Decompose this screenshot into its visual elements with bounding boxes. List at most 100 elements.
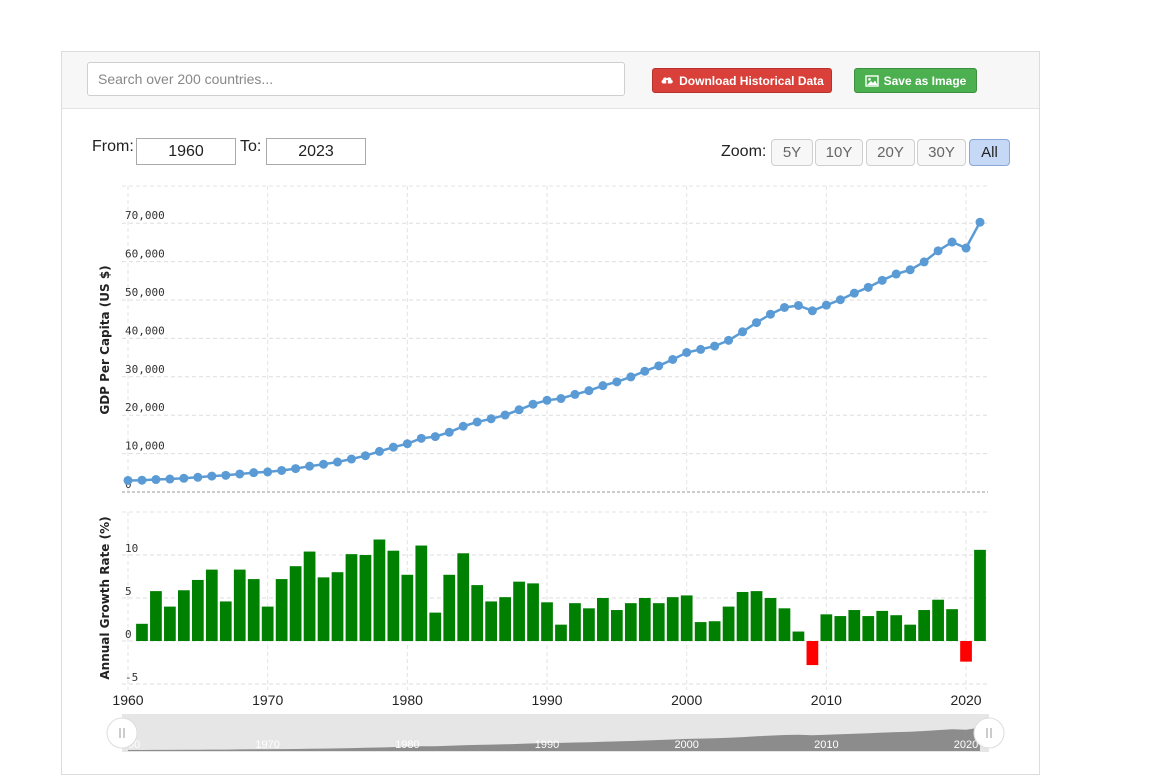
gdp-point xyxy=(263,467,273,477)
growth-bar xyxy=(373,539,386,641)
gdp-point xyxy=(291,464,301,474)
growth-y-tick-label: 0 xyxy=(125,628,132,641)
gdp-point xyxy=(919,257,929,267)
growth-bar xyxy=(638,598,651,641)
x-axis-ticks: 1960 1970 1980 1990 2000 2010 2020 xyxy=(112,692,981,708)
gdp-point xyxy=(975,217,985,227)
gdp-y-tick-label: 20,000 xyxy=(125,401,165,414)
gdp-point xyxy=(151,475,161,485)
gdp-point xyxy=(137,475,147,485)
zoom-30y-button[interactable]: 30Y xyxy=(917,139,966,166)
chart-panel: Download Historical Data Save as Image F… xyxy=(61,51,1040,775)
download-historical-data-button[interactable]: Download Historical Data xyxy=(652,68,832,93)
gdp-point xyxy=(891,269,901,279)
growth-bar xyxy=(974,549,986,641)
cloud-download-icon xyxy=(660,75,674,87)
growth-bar xyxy=(610,610,623,641)
growth-y-ticks: -5 0 5 10 xyxy=(125,542,138,684)
growth-bar xyxy=(499,597,511,641)
x-tick-label: 1990 xyxy=(531,692,562,708)
gdp-point xyxy=(193,472,203,482)
growth-bar xyxy=(862,616,875,641)
gdp-point xyxy=(668,354,678,364)
growth-bar xyxy=(485,601,498,641)
growth-bar xyxy=(890,615,903,641)
zoom-20y-button[interactable]: 20Y xyxy=(866,139,915,166)
gdp-point xyxy=(360,451,370,461)
growth-bar xyxy=(401,574,414,641)
to-year-input[interactable]: 2023 xyxy=(266,138,366,165)
navigator-left-handle[interactable] xyxy=(106,717,138,749)
growth-bar xyxy=(317,577,330,641)
growth-bar xyxy=(345,554,358,641)
growth-bar xyxy=(708,621,721,641)
gdp-point xyxy=(779,302,789,312)
gdp-point xyxy=(319,459,329,469)
image-icon xyxy=(864,74,879,87)
growth-bar xyxy=(666,597,679,641)
growth-bar xyxy=(205,569,218,641)
growth-bar xyxy=(583,608,595,641)
to-label: To: xyxy=(240,138,262,155)
growth-bar xyxy=(918,610,930,641)
growth-bar xyxy=(527,583,539,641)
gdp-point xyxy=(821,300,831,310)
zoom-10y-button[interactable]: 10Y xyxy=(815,139,863,166)
gdp-point xyxy=(696,344,706,354)
gdp-point xyxy=(402,439,412,449)
gdp-point xyxy=(179,473,189,483)
growth-bar xyxy=(722,606,735,641)
gdp-points xyxy=(123,217,985,485)
growth-bar xyxy=(680,595,693,641)
x-tick-label: 2000 xyxy=(671,692,702,708)
gdp-point xyxy=(514,405,524,415)
zoom-all-button[interactable]: All xyxy=(969,139,1010,166)
gdp-point xyxy=(849,288,859,298)
gdp-point xyxy=(277,465,287,475)
growth-bar xyxy=(834,616,847,641)
gdp-point xyxy=(388,442,398,452)
growth-bar xyxy=(569,603,581,641)
growth-bar xyxy=(457,553,470,641)
growth-bar xyxy=(792,631,805,641)
gdp-y-tick-label: 70,000 xyxy=(125,209,165,222)
gdp-point xyxy=(123,475,133,485)
growth-bar xyxy=(219,601,232,641)
growth-bar xyxy=(150,591,162,641)
x-tick-label: 2010 xyxy=(811,692,842,708)
growth-bar xyxy=(806,641,819,666)
growth-bar xyxy=(932,599,944,641)
navigator-area xyxy=(128,727,980,751)
gdp-point xyxy=(416,433,426,443)
growth-y-tick-label: 5 xyxy=(125,585,132,598)
navigator-tick-label: 1970 xyxy=(255,739,279,751)
growth-bar xyxy=(876,610,889,641)
growth-bar xyxy=(555,624,567,641)
growth-bar xyxy=(471,585,484,641)
growth-bar xyxy=(513,581,525,641)
search-input[interactable] xyxy=(87,62,625,96)
gdp-point xyxy=(221,470,231,480)
gdp-point xyxy=(458,421,468,431)
growth-bar xyxy=(946,609,958,641)
gdp-point xyxy=(835,295,845,305)
growth-bar xyxy=(303,551,316,641)
growth-bar xyxy=(443,574,456,641)
growth-bar xyxy=(848,610,861,641)
navigator-right-handle[interactable] xyxy=(973,717,1005,749)
save-as-image-button[interactable]: Save as Image xyxy=(854,68,977,93)
gdp-y-tick-label: 50,000 xyxy=(125,286,165,299)
gdp-point xyxy=(486,414,496,424)
x-tick-label: 2020 xyxy=(950,692,981,708)
growth-bar xyxy=(736,591,749,641)
gdp-point xyxy=(333,457,343,467)
gdp-point xyxy=(598,381,608,391)
growth-bar xyxy=(904,624,917,641)
zoom-5y-button[interactable]: 5Y xyxy=(771,139,813,166)
from-year-input[interactable]: 1960 xyxy=(136,138,236,165)
growth-bar xyxy=(261,606,274,641)
growth-bar xyxy=(289,566,302,641)
save-button-label: Save as Image xyxy=(883,73,967,88)
